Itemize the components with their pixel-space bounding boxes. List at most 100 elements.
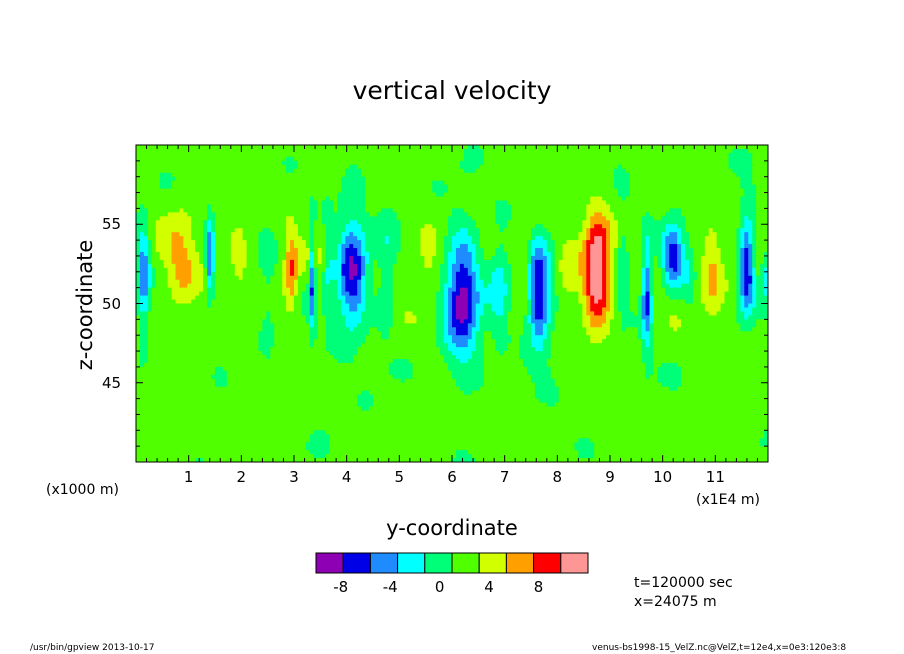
- heatmap-cell: [282, 165, 286, 169]
- heatmap-cell: [306, 414, 310, 418]
- heatmap-cell: [310, 418, 314, 422]
- heatmap-cell: [172, 252, 176, 256]
- heatmap-cell: [357, 149, 361, 153]
- heatmap-cell: [294, 181, 298, 185]
- heatmap-cell: [156, 399, 160, 403]
- heatmap-cell: [294, 311, 298, 315]
- heatmap-cell: [258, 414, 262, 418]
- heatmap-cell: [266, 454, 270, 458]
- heatmap-cell: [144, 363, 148, 367]
- heatmap-cell: [160, 228, 164, 232]
- heatmap-cell: [251, 224, 255, 228]
- heatmap-cell: [322, 264, 326, 268]
- heatmap-cell: [298, 240, 302, 244]
- heatmap-cell: [314, 292, 318, 296]
- heatmap-cell: [381, 252, 385, 256]
- heatmap-cell: [365, 403, 369, 407]
- heatmap-cell: [357, 224, 361, 228]
- heatmap-cell: [148, 442, 152, 446]
- heatmap-cell: [357, 375, 361, 379]
- heatmap-cell: [148, 252, 152, 256]
- heatmap-cell: [361, 200, 365, 204]
- heatmap-cell: [227, 216, 231, 220]
- heatmap-cell: [322, 153, 326, 157]
- heatmap-cell: [207, 288, 211, 292]
- heatmap-cell: [211, 418, 215, 422]
- heatmap-cell: [365, 224, 369, 228]
- heatmap-cell: [298, 450, 302, 454]
- heatmap-cell: [148, 450, 152, 454]
- heatmap-cell: [330, 407, 334, 411]
- heatmap-cell: [247, 208, 251, 212]
- heatmap-cell: [136, 208, 140, 212]
- heatmap-cell: [318, 434, 322, 438]
- heatmap-cell: [353, 189, 357, 193]
- heatmap-cell: [349, 367, 353, 371]
- heatmap-cell: [330, 363, 334, 367]
- heatmap-cell: [365, 260, 369, 264]
- heatmap-cell: [243, 414, 247, 418]
- heatmap-cell: [369, 197, 373, 201]
- heatmap-cell: [168, 173, 172, 177]
- heatmap-cell: [349, 359, 353, 363]
- heatmap-cell: [258, 149, 262, 153]
- heatmap-cell: [179, 165, 183, 169]
- heatmap-cell: [266, 256, 270, 260]
- heatmap-cell: [349, 307, 353, 311]
- heatmap-cell: [152, 145, 156, 149]
- heatmap-cell: [247, 268, 251, 272]
- heatmap-cell: [203, 442, 207, 446]
- heatmap-cell: [373, 292, 377, 296]
- heatmap-cell: [262, 430, 266, 434]
- heatmap-cell: [243, 403, 247, 407]
- heatmap-cell: [294, 391, 298, 395]
- heatmap-cell: [183, 319, 187, 323]
- heatmap-cell: [227, 422, 231, 426]
- heatmap-cell: [239, 208, 243, 212]
- heatmap-cell: [298, 418, 302, 422]
- heatmap-cell: [341, 375, 345, 379]
- heatmap-cell: [262, 208, 266, 212]
- heatmap-cell: [373, 430, 377, 434]
- heatmap-cell: [361, 379, 365, 383]
- heatmap-cell: [160, 315, 164, 319]
- heatmap-cell: [330, 422, 334, 426]
- heatmap-cell: [369, 450, 373, 454]
- heatmap-cell: [140, 252, 144, 256]
- heatmap-cell: [164, 304, 168, 308]
- heatmap-cell: [318, 391, 322, 395]
- heatmap-cell: [369, 236, 373, 240]
- heatmap-cell: [282, 367, 286, 371]
- heatmap-cell: [330, 339, 334, 343]
- heatmap-cell: [156, 418, 160, 422]
- heatmap-cell: [322, 252, 326, 256]
- heatmap-cell: [369, 442, 373, 446]
- heatmap-cell: [183, 351, 187, 355]
- heatmap-cell: [251, 288, 255, 292]
- heatmap-cell: [247, 300, 251, 304]
- heatmap-cell: [314, 450, 318, 454]
- heatmap-cell: [286, 395, 290, 399]
- heatmap-cell: [314, 252, 318, 256]
- heatmap-cell: [211, 454, 215, 458]
- heatmap-cell: [164, 375, 168, 379]
- heatmap-cell: [199, 426, 203, 430]
- heatmap-cell: [211, 264, 215, 268]
- heatmap-cell: [140, 149, 144, 153]
- heatmap-cell: [207, 371, 211, 375]
- heatmap-cell: [195, 371, 199, 375]
- heatmap-cell: [203, 248, 207, 252]
- heatmap-cell: [164, 252, 168, 256]
- heatmap-cell: [306, 323, 310, 327]
- heatmap-cell: [227, 367, 231, 371]
- heatmap-cell: [239, 177, 243, 181]
- heatmap-cell: [286, 422, 290, 426]
- heatmap-cell: [290, 438, 294, 442]
- heatmap-cell: [203, 399, 207, 403]
- heatmap-cell: [179, 446, 183, 450]
- heatmap-cell: [247, 387, 251, 391]
- heatmap-cell: [164, 169, 168, 173]
- heatmap-cell: [172, 359, 176, 363]
- heatmap-cell: [203, 446, 207, 450]
- heatmap-cell: [215, 268, 219, 272]
